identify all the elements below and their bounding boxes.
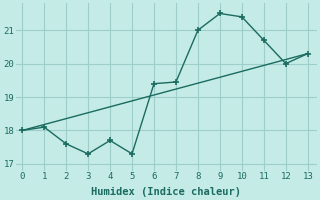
X-axis label: Humidex (Indice chaleur): Humidex (Indice chaleur) [91,186,241,197]
